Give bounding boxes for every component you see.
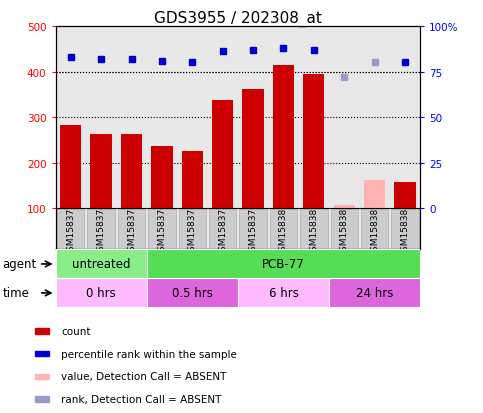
Text: GSM158384: GSM158384: [400, 202, 410, 257]
Title: GDS3955 / 202308_at: GDS3955 / 202308_at: [154, 11, 322, 27]
Text: GSM158378: GSM158378: [218, 202, 227, 257]
Text: GSM158381: GSM158381: [309, 202, 318, 257]
Bar: [56, 250, 147, 279]
Bar: [330, 209, 358, 249]
Bar: [57, 209, 85, 249]
Text: time: time: [2, 287, 29, 300]
Bar: [60, 126, 81, 209]
Text: 24 hrs: 24 hrs: [356, 287, 393, 300]
Bar: [90, 135, 112, 209]
Bar: [35, 374, 49, 380]
Text: 0.5 hrs: 0.5 hrs: [172, 287, 213, 300]
Bar: [242, 90, 264, 209]
Text: 6 hrs: 6 hrs: [269, 287, 298, 300]
Text: GSM158379: GSM158379: [249, 202, 257, 257]
Bar: [329, 279, 420, 308]
Bar: [179, 209, 206, 249]
Text: 0 hrs: 0 hrs: [86, 287, 116, 300]
Text: GSM158374: GSM158374: [97, 202, 106, 257]
Bar: [209, 209, 236, 249]
Text: PCB-77: PCB-77: [262, 258, 305, 271]
Bar: [240, 209, 267, 249]
Bar: [35, 351, 49, 357]
Bar: [56, 279, 147, 308]
Text: GSM158383: GSM158383: [370, 202, 379, 257]
Bar: [270, 209, 297, 249]
Text: untreated: untreated: [72, 258, 130, 271]
Bar: [273, 66, 294, 209]
Bar: [334, 205, 355, 209]
Text: GSM158382: GSM158382: [340, 202, 349, 257]
Bar: [121, 135, 142, 209]
Bar: [391, 209, 419, 249]
Bar: [212, 101, 233, 209]
Bar: [35, 328, 49, 334]
Text: rank, Detection Call = ABSENT: rank, Detection Call = ABSENT: [61, 394, 221, 404]
Bar: [303, 75, 325, 209]
Text: percentile rank within the sample: percentile rank within the sample: [61, 349, 237, 359]
Bar: [238, 279, 329, 308]
Bar: [395, 183, 416, 209]
Bar: [147, 250, 420, 279]
Bar: [151, 147, 172, 209]
Text: GSM158377: GSM158377: [188, 202, 197, 257]
Text: GSM158375: GSM158375: [127, 202, 136, 257]
Bar: [87, 209, 115, 249]
Bar: [35, 396, 49, 402]
Bar: [364, 180, 385, 209]
Text: GSM158376: GSM158376: [157, 202, 167, 257]
Text: GSM158380: GSM158380: [279, 202, 288, 257]
Bar: [182, 152, 203, 209]
Text: value, Detection Call = ABSENT: value, Detection Call = ABSENT: [61, 372, 227, 382]
Bar: [361, 209, 388, 249]
Bar: [148, 209, 176, 249]
Text: GSM158373: GSM158373: [66, 202, 75, 257]
Text: count: count: [61, 326, 90, 336]
Bar: [300, 209, 327, 249]
Text: agent: agent: [2, 258, 37, 271]
Bar: [147, 279, 238, 308]
Bar: [118, 209, 145, 249]
